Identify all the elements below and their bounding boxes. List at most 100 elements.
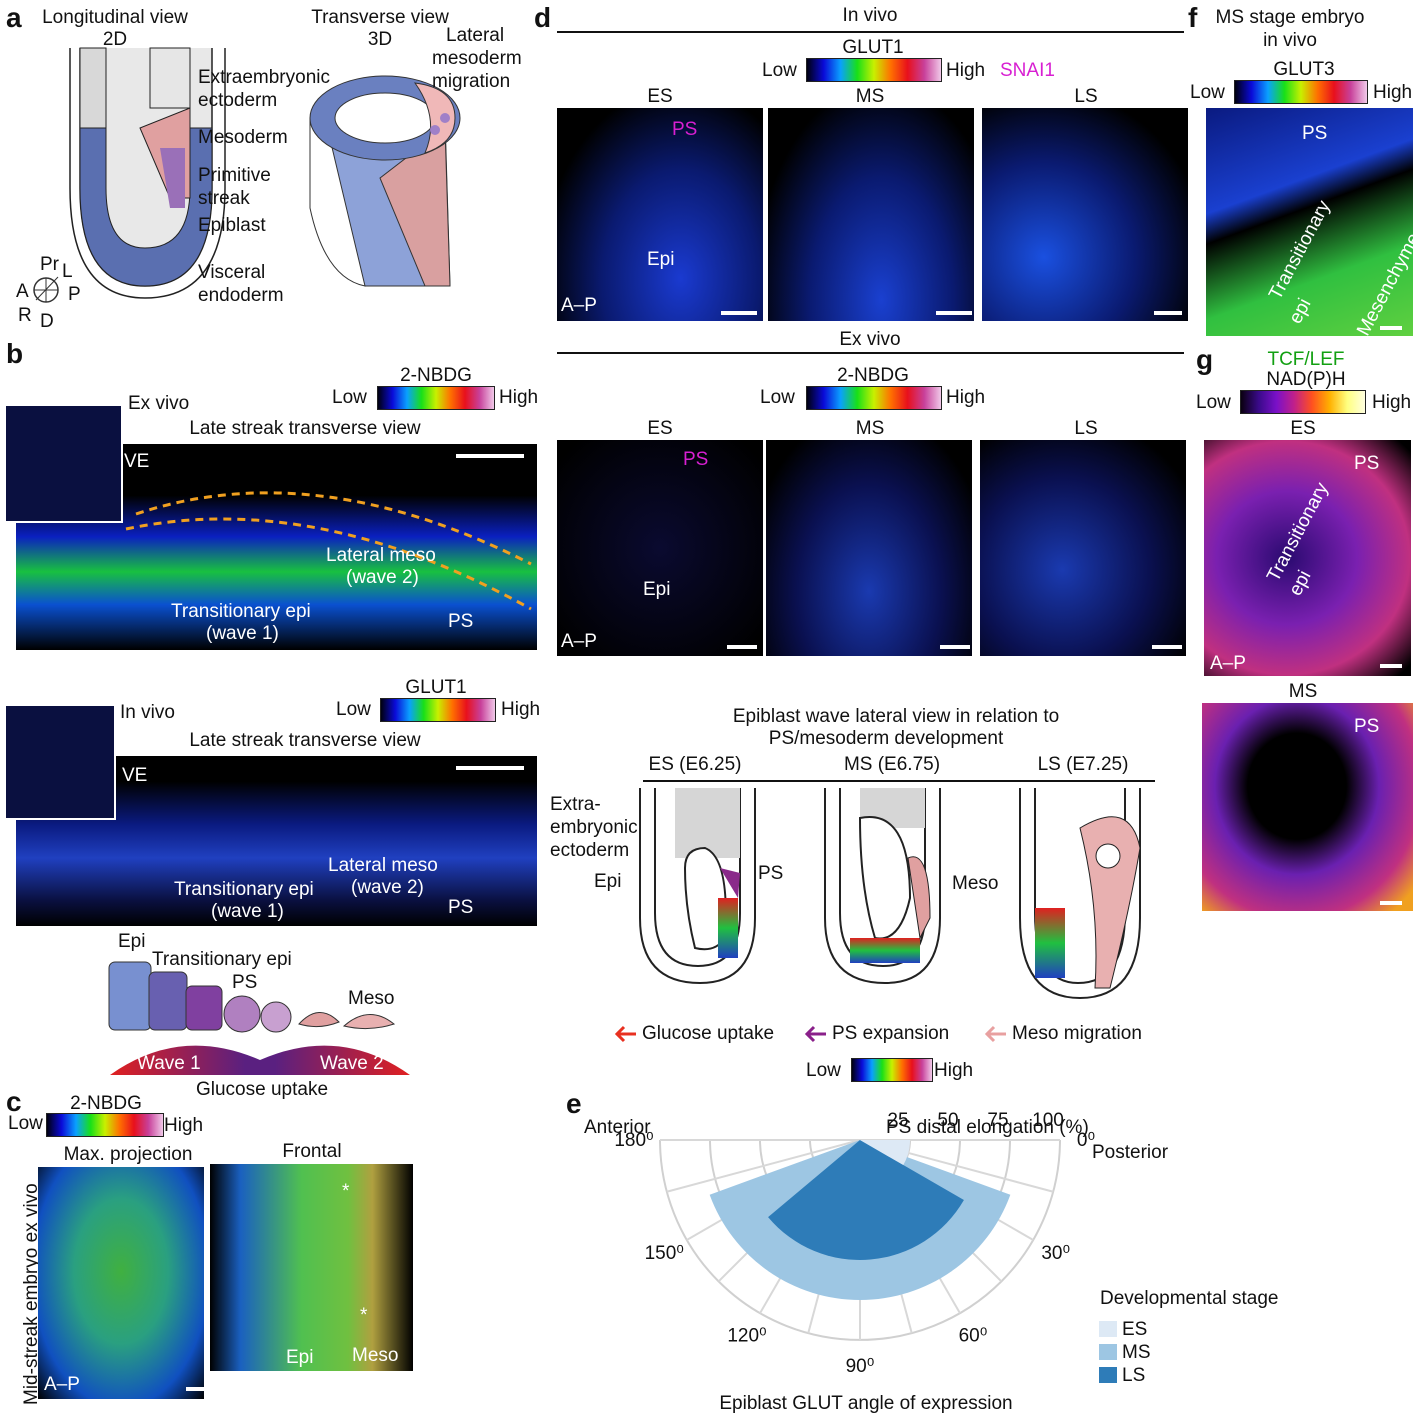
d-exvivo-rule [557, 352, 1184, 354]
label-lateral-mesoderm: mesoderm [432, 48, 522, 69]
polar-r-tick: 50 [937, 1110, 958, 1131]
longitudinal-subtitle: 2D [102, 29, 128, 50]
axis-pr: Pr [40, 254, 59, 275]
b-wave2-label: (wave 2) [346, 567, 419, 588]
d-bottom-colorbar [851, 1058, 933, 1082]
d-invivo-es-epi: Epi [647, 249, 675, 270]
b-bar2-title: GLUT1 [405, 677, 467, 698]
label-lateral: Lateral [446, 25, 505, 46]
d-glut1-high: High [946, 60, 986, 81]
g-ms-image: PS [1202, 703, 1413, 911]
d-wave-title-1: Epiblast wave lateral view in relation t… [732, 706, 1060, 727]
b-lateral-meso-label: Lateral meso [326, 545, 436, 566]
longitudinal-embryo-diagram [69, 47, 226, 299]
c-maxproj-title: Max. projection [63, 1144, 193, 1165]
panel-label-g: g [1196, 344, 1214, 375]
d-invivo-es-image: PS Epi A–P [557, 108, 763, 321]
c-star-1: * [342, 1181, 350, 1202]
c-colorbar [46, 1113, 164, 1137]
d-wave-schematics [639, 788, 1141, 1000]
f-bar-low: Low [1190, 82, 1225, 103]
d-bottom-low: Low [806, 1060, 841, 1081]
d-exvivo-es-image: PS Epi A–P [557, 440, 763, 656]
b-title2: Late streak transverse view [189, 730, 421, 751]
longitudinal-title: Longitudinal view [42, 7, 188, 28]
e-legend-swatch-ls [1099, 1367, 1117, 1383]
panel-label-f: f [1188, 2, 1198, 33]
polar-wedge-es [860, 1140, 910, 1165]
d-ex-ms-title: MS [855, 418, 885, 439]
b-wave1-lbl: Wave 1 [137, 1053, 201, 1074]
c-bar-low: Low [8, 1113, 43, 1134]
axis-l: L [62, 261, 73, 282]
panel-label-d: d [534, 2, 552, 33]
panel-label-e: e [566, 1088, 582, 1119]
d-ms-stage: MS (E6.75) [843, 754, 941, 775]
b-invivo-lat-meso: Lateral meso [328, 855, 438, 876]
d-glut1-low: Low [762, 60, 797, 81]
b-ve-label: VE [124, 451, 150, 472]
d-leg-meso: Meso migration [1012, 1023, 1142, 1044]
b-invivo-trans-epi: Transitionary epi [174, 879, 314, 900]
d-invivo-ms-image [768, 108, 974, 321]
panel-label-b: b [6, 338, 24, 369]
d-exvivo-ls-image [980, 440, 1186, 656]
polar-r-tick: 100 [1032, 1110, 1064, 1131]
d-es-stage: ES (E6.25) [648, 754, 742, 775]
g-es-epi: epi [1285, 567, 1316, 600]
g-tcf-label: TCF/LEF [1267, 349, 1345, 370]
d-bottom-high: High [934, 1060, 974, 1081]
b-colorbar2 [380, 698, 496, 722]
c-meso-label: Meso [352, 1345, 399, 1366]
d-es-title: ES [647, 86, 673, 107]
e-xlabel: Epiblast GLUT angle of expression [719, 1393, 1013, 1414]
e-legend-ms: MS [1122, 1342, 1151, 1363]
g-colorbar [1240, 390, 1366, 414]
c-bar-high: High [164, 1115, 204, 1136]
polar-angle-tick: 60⁰ [959, 1326, 988, 1347]
c-bar-title: 2-NBDG [70, 1093, 142, 1114]
label-visceral: Visceral [198, 262, 266, 283]
d-wave-title-2: PS/mesoderm development [768, 728, 1004, 749]
e-polar-chart: 25 50 75 100 180⁰ 150⁰ 120⁰ 90⁰ 60⁰ 30⁰ 0⁰ [614, 1110, 1095, 1377]
d-extra-2: embryonic [550, 817, 638, 838]
g-nadph-label: NAD(P)H [1266, 369, 1346, 390]
transverse-embryo-diagram [309, 75, 461, 287]
g-es-ps: PS [1354, 453, 1380, 474]
label-ectoderm: ectoderm [198, 90, 278, 111]
g-ms-title: MS [1288, 681, 1318, 702]
polar-wedge-ls [768, 1140, 964, 1260]
b-bar2-high: High [501, 699, 541, 720]
e-legend-es: ES [1122, 1319, 1148, 1340]
d-ex-ls-title: LS [1074, 418, 1098, 439]
polar-r-tick: 75 [987, 1110, 1008, 1131]
b-glucose-label: Glucose uptake [195, 1079, 329, 1100]
b-trans-epi-label: Transitionary epi [171, 601, 311, 622]
d-exvivo-es-ap: A–P [561, 631, 597, 652]
polar-angle-tick: 180⁰ [614, 1130, 653, 1151]
b-schem-trans: Transitionary epi [152, 949, 292, 970]
g-bar-low: Low [1196, 392, 1231, 413]
d-sch-epi: Epi [594, 871, 622, 892]
e-posterior: Posterior [1092, 1142, 1169, 1163]
d-extra-1: Extra- [550, 794, 601, 815]
g-ms-ps: PS [1354, 716, 1380, 737]
polar-r-tick: 25 [887, 1110, 908, 1131]
b-bar-low: Low [332, 387, 367, 408]
d-nbdg-high: High [946, 387, 986, 408]
b-cell-schematic [108, 961, 396, 1033]
e-legend-swatch-es [1099, 1321, 1117, 1337]
polar-spoke [666, 1139, 861, 1193]
c-star-2: * [360, 1305, 368, 1326]
e-legend-title: Developmental stage [1100, 1288, 1279, 1309]
b-colorbar [377, 386, 495, 410]
transverse-subtitle: 3D [367, 29, 393, 50]
d-exvivo-es-ps: PS [683, 449, 709, 470]
b-title1: Late streak transverse view [189, 418, 421, 439]
g-es-title: ES [1290, 418, 1316, 439]
label-primitive: Primitive [198, 165, 271, 186]
polar-angle-tick: 30⁰ [1041, 1243, 1070, 1264]
d-invivo-es-ap: A–P [561, 295, 597, 316]
polar-angle-tick: 150⁰ [645, 1243, 684, 1264]
b-exvivo-label: Ex vivo [128, 393, 190, 414]
